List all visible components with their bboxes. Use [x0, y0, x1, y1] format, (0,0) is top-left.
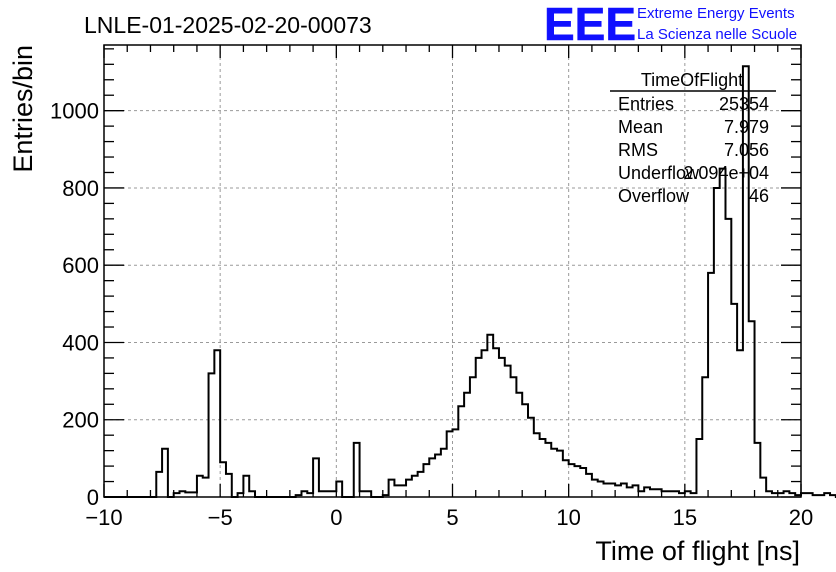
tick-marks	[103, 45, 802, 498]
eee-logo: EEE Extreme Energy Events La Scienza nel…	[544, 0, 797, 50]
stats-label: Entries	[618, 94, 674, 114]
stats-value: 25354	[719, 94, 769, 114]
eee-logo-line1: Extreme Energy Events	[637, 5, 795, 22]
x-tick-label: 15	[673, 505, 697, 530]
x-tick-label: 0	[330, 505, 342, 530]
y-axis-title: Entries/bin	[8, 45, 38, 173]
stats-label: Overflow	[618, 186, 690, 206]
stats-rows: Entries 25354 Mean 7.979 RMS 7.056 Underflow2.…	[618, 94, 769, 206]
x-tick-label: −5	[208, 505, 233, 530]
stats-label: RMS	[618, 140, 658, 160]
y-tick-label: 0	[87, 485, 99, 510]
chart-title: LNLE-01-2025-02-20-00073	[84, 12, 372, 38]
x-tick-label: 20	[789, 505, 813, 530]
stats-box: TimeOfFlight Entries 25354 Mean 7.979 RMS 7.0…	[610, 70, 776, 206]
x-axis-title: Time of flight [ns]	[595, 536, 800, 566]
y-tick-label: 200	[62, 408, 99, 433]
y-tick-label: 400	[62, 330, 99, 355]
stats-label: Mean	[618, 117, 663, 137]
stats-label: Underflow	[618, 163, 700, 183]
stats-value: 7.056	[724, 140, 769, 160]
x-tick-label: 10	[556, 505, 580, 530]
x-tick-label: −10	[85, 505, 122, 530]
y-tick-label: 800	[62, 176, 99, 201]
stats-value: 46	[749, 186, 769, 206]
y-tick-label: 600	[62, 253, 99, 278]
x-tick-label: 5	[446, 505, 458, 530]
eee-logo-mark: EEE	[544, 0, 636, 50]
eee-logo-line2: La Scienza nelle Scuole	[637, 26, 797, 43]
histogram-outline	[104, 65, 836, 498]
y-tick-label: 1000	[50, 99, 99, 124]
stats-value: 2.094e+04	[683, 163, 769, 183]
stats-value: 7.979	[724, 117, 769, 137]
stats-title: TimeOfFlight	[641, 70, 743, 90]
